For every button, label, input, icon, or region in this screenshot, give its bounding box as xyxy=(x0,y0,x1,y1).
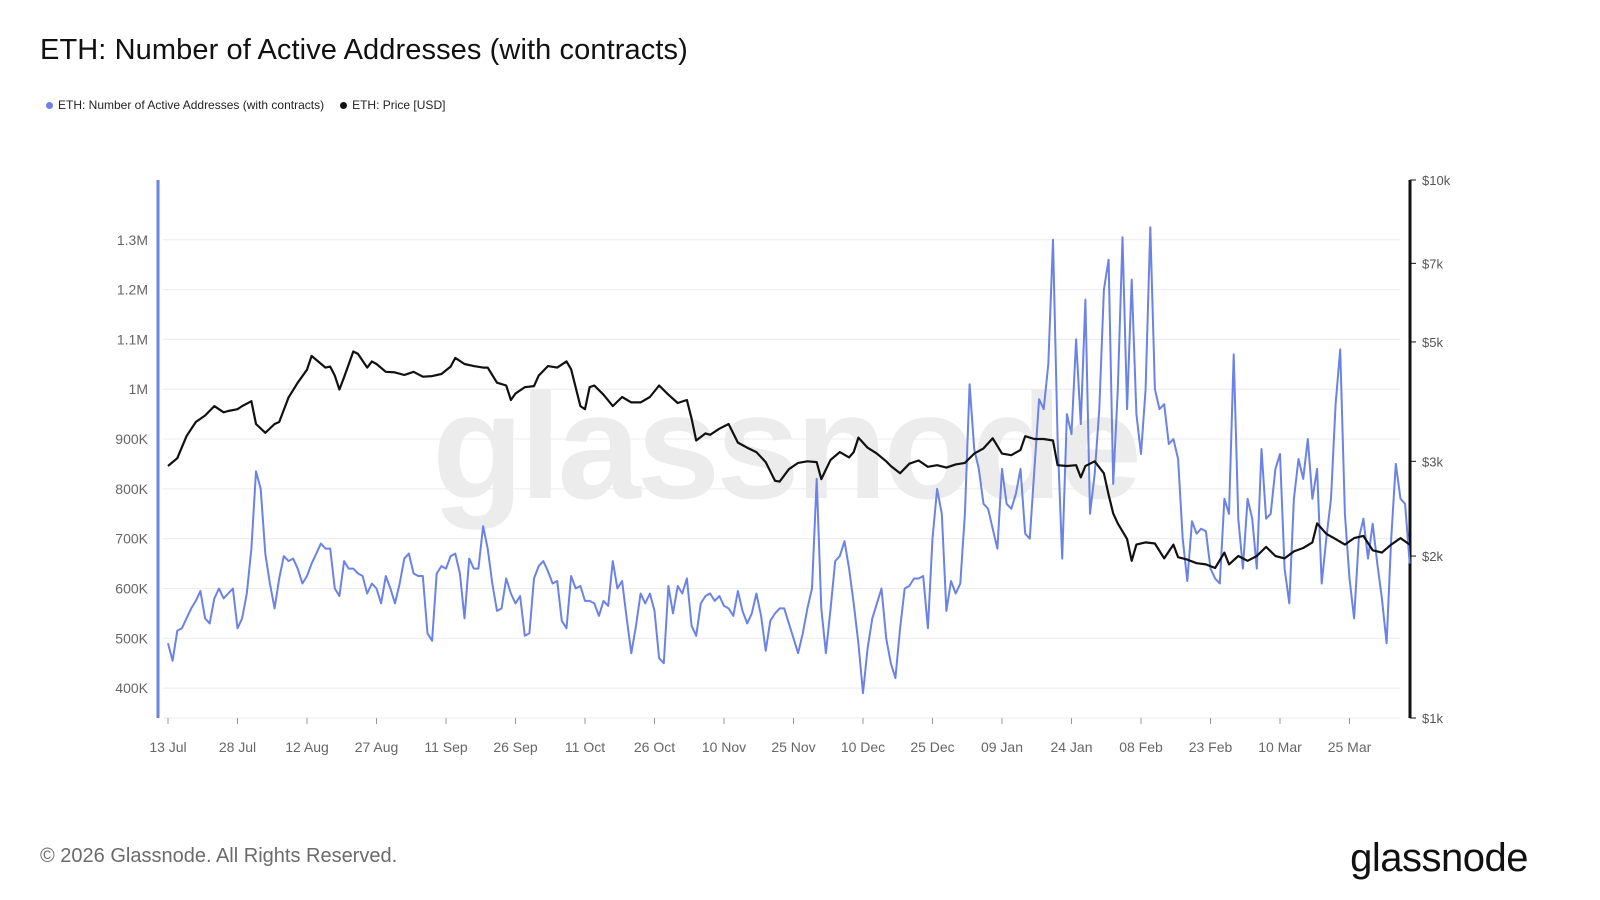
x-axis-ticks: 13 Jul 28 Jul 12 Aug 27 Aug 11 Sep 26 Sep 11 O… xyxy=(149,718,1372,755)
right-tick-label: $5k xyxy=(1422,335,1443,350)
right-tick-label: $2k xyxy=(1422,549,1443,564)
left-tick-label: 800K xyxy=(115,481,148,497)
left-tick-label: 1.3M xyxy=(117,232,148,248)
x-tick-label: 23 Feb xyxy=(1189,739,1233,755)
x-tick-label: 26 Oct xyxy=(634,739,675,755)
legend: ETH: Number of Active Addresses (with co… xyxy=(46,98,445,112)
x-tick-label: 27 Aug xyxy=(355,739,399,755)
left-tick-label: 1.2M xyxy=(117,282,148,298)
x-tick-label: 10 Dec xyxy=(841,739,885,755)
x-tick-label: 12 Aug xyxy=(285,739,329,755)
x-tick-label: 25 Mar xyxy=(1328,739,1372,755)
x-tick-label: 28 Jul xyxy=(219,739,256,755)
left-tick-label: 400K xyxy=(115,680,148,696)
x-tick-label: 24 Jan xyxy=(1050,739,1092,755)
legend-item-price[interactable]: ETH: Price [USD] xyxy=(340,98,445,112)
right-tick-label: $10k xyxy=(1422,173,1451,188)
legend-dot-addresses xyxy=(46,101,53,109)
legend-dot-price xyxy=(340,101,348,109)
right-tick-label: $7k xyxy=(1422,256,1443,271)
x-tick-label: 10 Nov xyxy=(702,739,746,755)
series-line-price xyxy=(167,350,1411,570)
axes xyxy=(156,180,1412,718)
x-tick-label: 11 Sep xyxy=(424,739,468,755)
x-tick-label: 09 Jan xyxy=(981,739,1023,755)
right-tick-label: $3k xyxy=(1422,454,1443,469)
right-tick-label: $1k xyxy=(1422,711,1443,726)
x-tick-label: 25 Nov xyxy=(771,739,815,755)
grid-lines xyxy=(163,239,1400,719)
legend-label-addresses: ETH: Number of Active Addresses (with co… xyxy=(58,98,325,112)
left-tick-label: 1M xyxy=(129,381,148,397)
x-tick-label: 11 Oct xyxy=(565,739,605,755)
left-tick-label: 600K xyxy=(115,580,148,596)
left-tick-label: 700K xyxy=(115,531,148,547)
x-tick-label: 25 Dec xyxy=(910,739,954,755)
left-tick-label: 500K xyxy=(115,630,148,646)
chart-title: ETH: Number of Active Addresses (with co… xyxy=(40,34,688,66)
copyright-text: © 2026 Glassnode. All Rights Reserved. xyxy=(40,845,398,867)
legend-label-price: ETH: Price [USD] xyxy=(352,98,446,112)
x-tick-label: 13 Jul xyxy=(149,739,186,755)
right-axis-ticks: $1k $2k $3k $5k $7k $10k xyxy=(1410,173,1451,726)
glassnode-logo: glassnode xyxy=(1350,836,1528,880)
x-tick-label: 26 Sep xyxy=(493,739,538,755)
x-tick-label: 08 Feb xyxy=(1119,739,1163,755)
legend-item-addresses[interactable]: ETH: Number of Active Addresses (with co… xyxy=(46,98,324,112)
left-axis-ticks: 400K 500K 600K 700K 800K 900K 1M 1.1M 1.2M 1.3M xyxy=(115,232,148,696)
left-tick-label: 900K xyxy=(115,431,148,447)
x-tick-label: 10 Mar xyxy=(1258,739,1302,755)
series-group xyxy=(167,226,1411,695)
left-tick-label: 1.1M xyxy=(117,331,148,347)
series-line-addresses xyxy=(167,226,1411,695)
